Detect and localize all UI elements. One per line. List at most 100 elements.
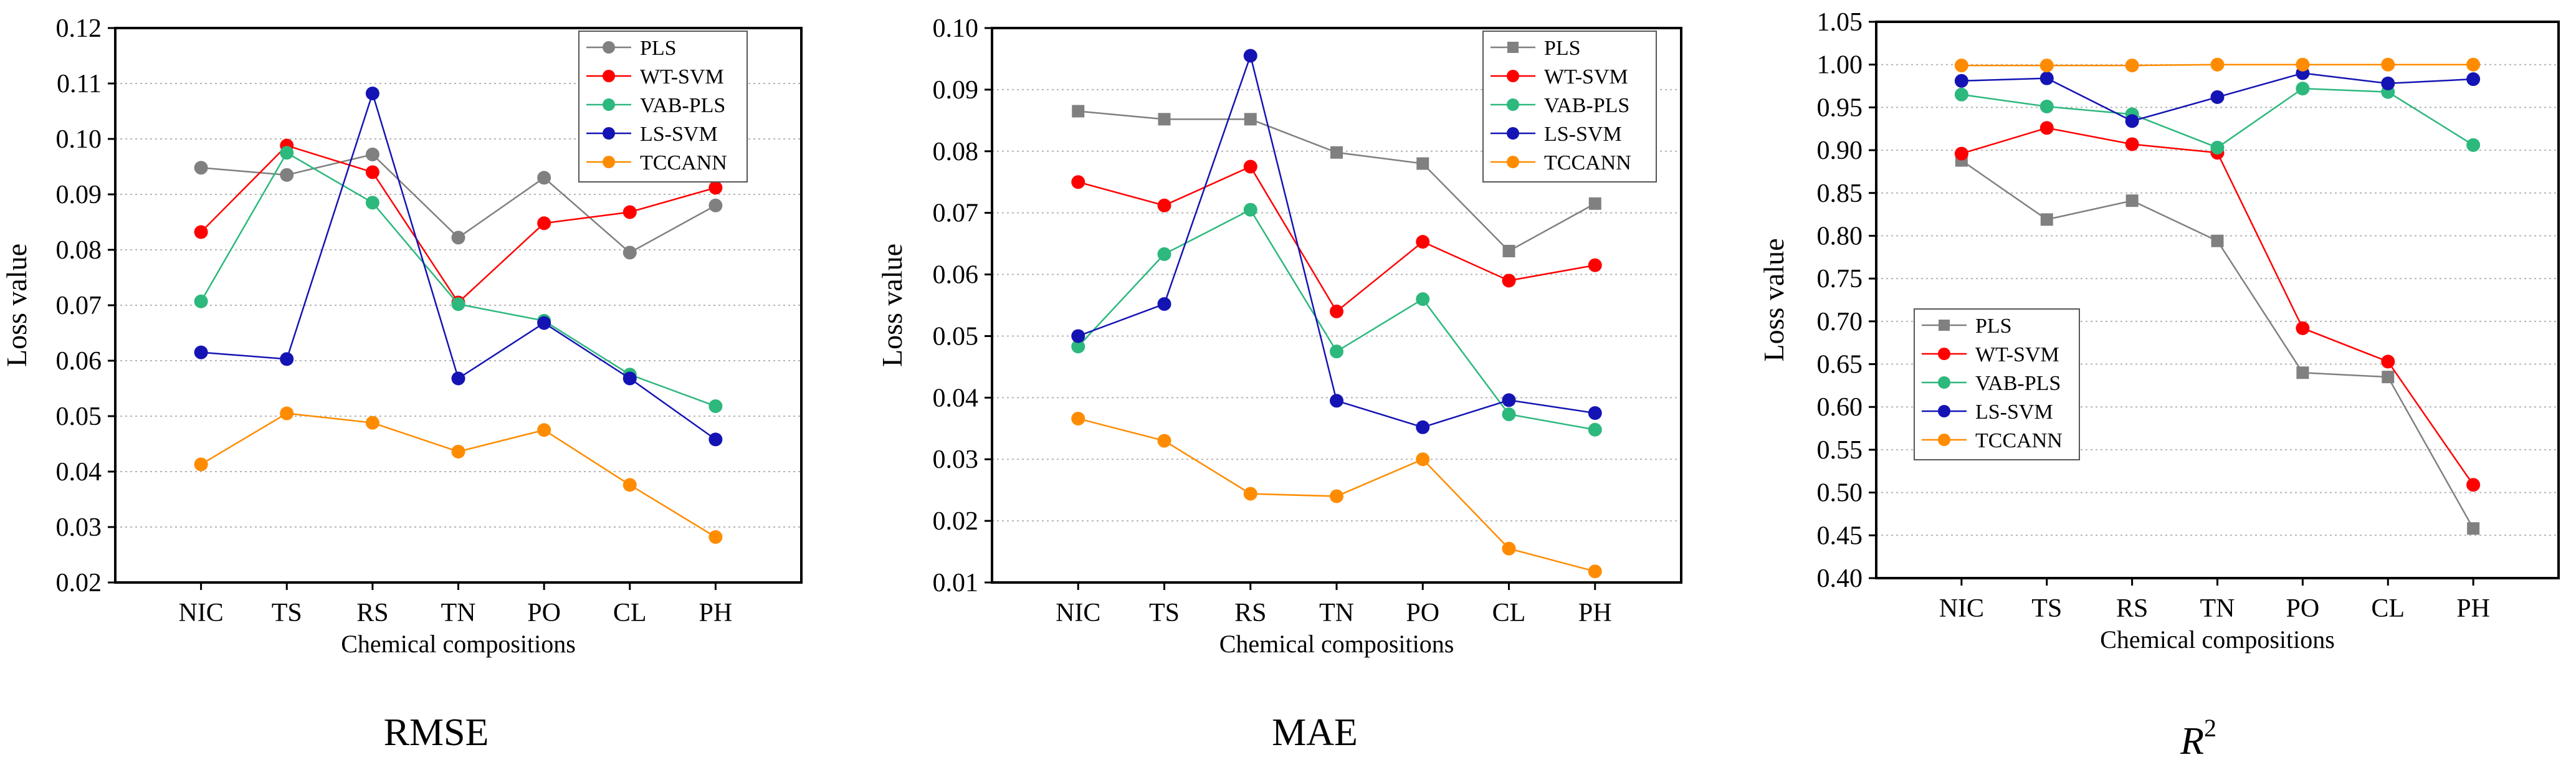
legend-label: WT-SVM	[640, 65, 724, 88]
data-point	[708, 530, 723, 544]
y-axis-title: Loss value	[1, 244, 32, 367]
data-point	[451, 444, 465, 459]
data-point	[1954, 74, 1968, 88]
y-tick-label: 0.55	[1817, 436, 1863, 465]
caption-superscript: 2	[2204, 714, 2216, 742]
data-point	[194, 161, 208, 175]
data-point	[623, 245, 637, 260]
data-point	[1330, 394, 1343, 408]
data-point	[365, 87, 379, 101]
legend-marker	[603, 127, 615, 140]
data-point	[2381, 57, 2395, 72]
data-point	[1588, 197, 1601, 210]
y-tick-label: 0.80	[1817, 222, 1863, 250]
legend-marker	[1507, 156, 1519, 168]
x-tick-label: PO	[1406, 599, 1439, 627]
legend-marker	[603, 98, 615, 111]
legend-label: WT-SVM	[1544, 65, 1628, 88]
data-point	[2466, 138, 2481, 152]
data-point	[2039, 100, 2054, 114]
data-point	[1157, 434, 1171, 448]
x-tick-label: TN	[441, 599, 476, 627]
data-point	[1954, 146, 1968, 161]
data-point	[537, 316, 551, 330]
data-point	[1416, 292, 1430, 307]
data-point	[1330, 146, 1343, 159]
data-point	[1954, 59, 1968, 73]
data-point	[280, 352, 294, 366]
series-tccann	[1954, 57, 2481, 73]
data-point	[2125, 137, 2139, 151]
series-pls	[194, 147, 723, 260]
data-point	[1157, 297, 1171, 311]
legend-marker	[1507, 42, 1519, 53]
data-point	[623, 478, 637, 492]
legend-label: VAB-PLS	[1975, 372, 2061, 395]
legend-marker	[1507, 70, 1519, 82]
data-point	[1244, 113, 1257, 126]
data-point	[1157, 198, 1171, 212]
data-point	[2296, 366, 2309, 379]
chart-caption: R2	[2180, 714, 2216, 763]
data-point	[2382, 371, 2395, 384]
data-point	[2381, 76, 2395, 90]
data-point	[1416, 157, 1429, 170]
data-point	[365, 165, 379, 179]
data-point	[708, 399, 723, 413]
x-tick-label: NIC	[178, 599, 223, 627]
data-point	[280, 406, 294, 421]
series-tccann	[1071, 411, 1602, 579]
y-tick-label: 0.10	[56, 125, 102, 154]
legend-marker	[1938, 434, 1950, 446]
data-point	[1243, 49, 1257, 63]
data-point	[1071, 340, 1085, 354]
series-wt-svm	[1071, 159, 1602, 318]
y-axis-title: Loss value	[876, 244, 908, 367]
y-tick-label: 0.90	[1817, 136, 1863, 165]
x-tick-label: PO	[2286, 594, 2320, 623]
legend-label: PLS	[1544, 37, 1581, 60]
data-point	[1416, 420, 1430, 434]
data-point	[1243, 487, 1257, 501]
data-point	[1071, 411, 1085, 425]
data-point	[2039, 59, 2054, 73]
legend-label: TCCANN	[1544, 151, 1631, 174]
data-point	[2125, 114, 2139, 128]
y-tick-label: 0.75	[1817, 265, 1863, 293]
legend-label: VAB-PLS	[640, 94, 725, 117]
y-tick-label: 0.09	[933, 76, 979, 105]
series-vab-pls	[1071, 202, 1602, 437]
x-tick-label: CL	[1492, 599, 1526, 627]
data-point	[2296, 321, 2310, 335]
legend-marker	[1507, 127, 1519, 140]
data-point	[2039, 71, 2054, 85]
x-tick-label: PH	[1578, 599, 1612, 627]
x-axis-title: Chemical compositions	[341, 630, 576, 658]
x-tick-label: PH	[2456, 594, 2490, 623]
data-point	[194, 225, 208, 239]
plot-frame	[991, 27, 1682, 584]
data-point	[2210, 90, 2225, 104]
y-tick-label: 0.05	[933, 322, 979, 351]
x-tick-label: RS	[1234, 599, 1266, 627]
legend-label: VAB-PLS	[1544, 94, 1629, 117]
legend: PLS WT-SVM VAB-PLS LS-SVM TCCANN	[1482, 31, 1657, 183]
data-point	[537, 216, 551, 231]
chart-caption: RMSE	[384, 711, 489, 754]
plot-frame	[1875, 21, 2560, 579]
x-tick-label: NIC	[1056, 599, 1100, 627]
data-point	[708, 181, 723, 195]
data-point	[194, 457, 208, 472]
legend: PLS WT-SVM VAB-PLS LS-SVM TCCANN	[578, 31, 748, 183]
data-point	[623, 205, 637, 219]
series-pls	[1072, 105, 1601, 257]
series-ls-svm	[194, 87, 723, 447]
legend-marker	[1507, 98, 1519, 111]
series-line	[200, 412, 717, 538]
legend-label: WT-SVM	[1975, 343, 2059, 366]
data-point	[1330, 304, 1343, 318]
y-tick-label: 0.95	[1817, 93, 1863, 122]
data-point	[194, 294, 208, 308]
data-point	[1954, 87, 1968, 102]
series-line	[200, 151, 716, 407]
